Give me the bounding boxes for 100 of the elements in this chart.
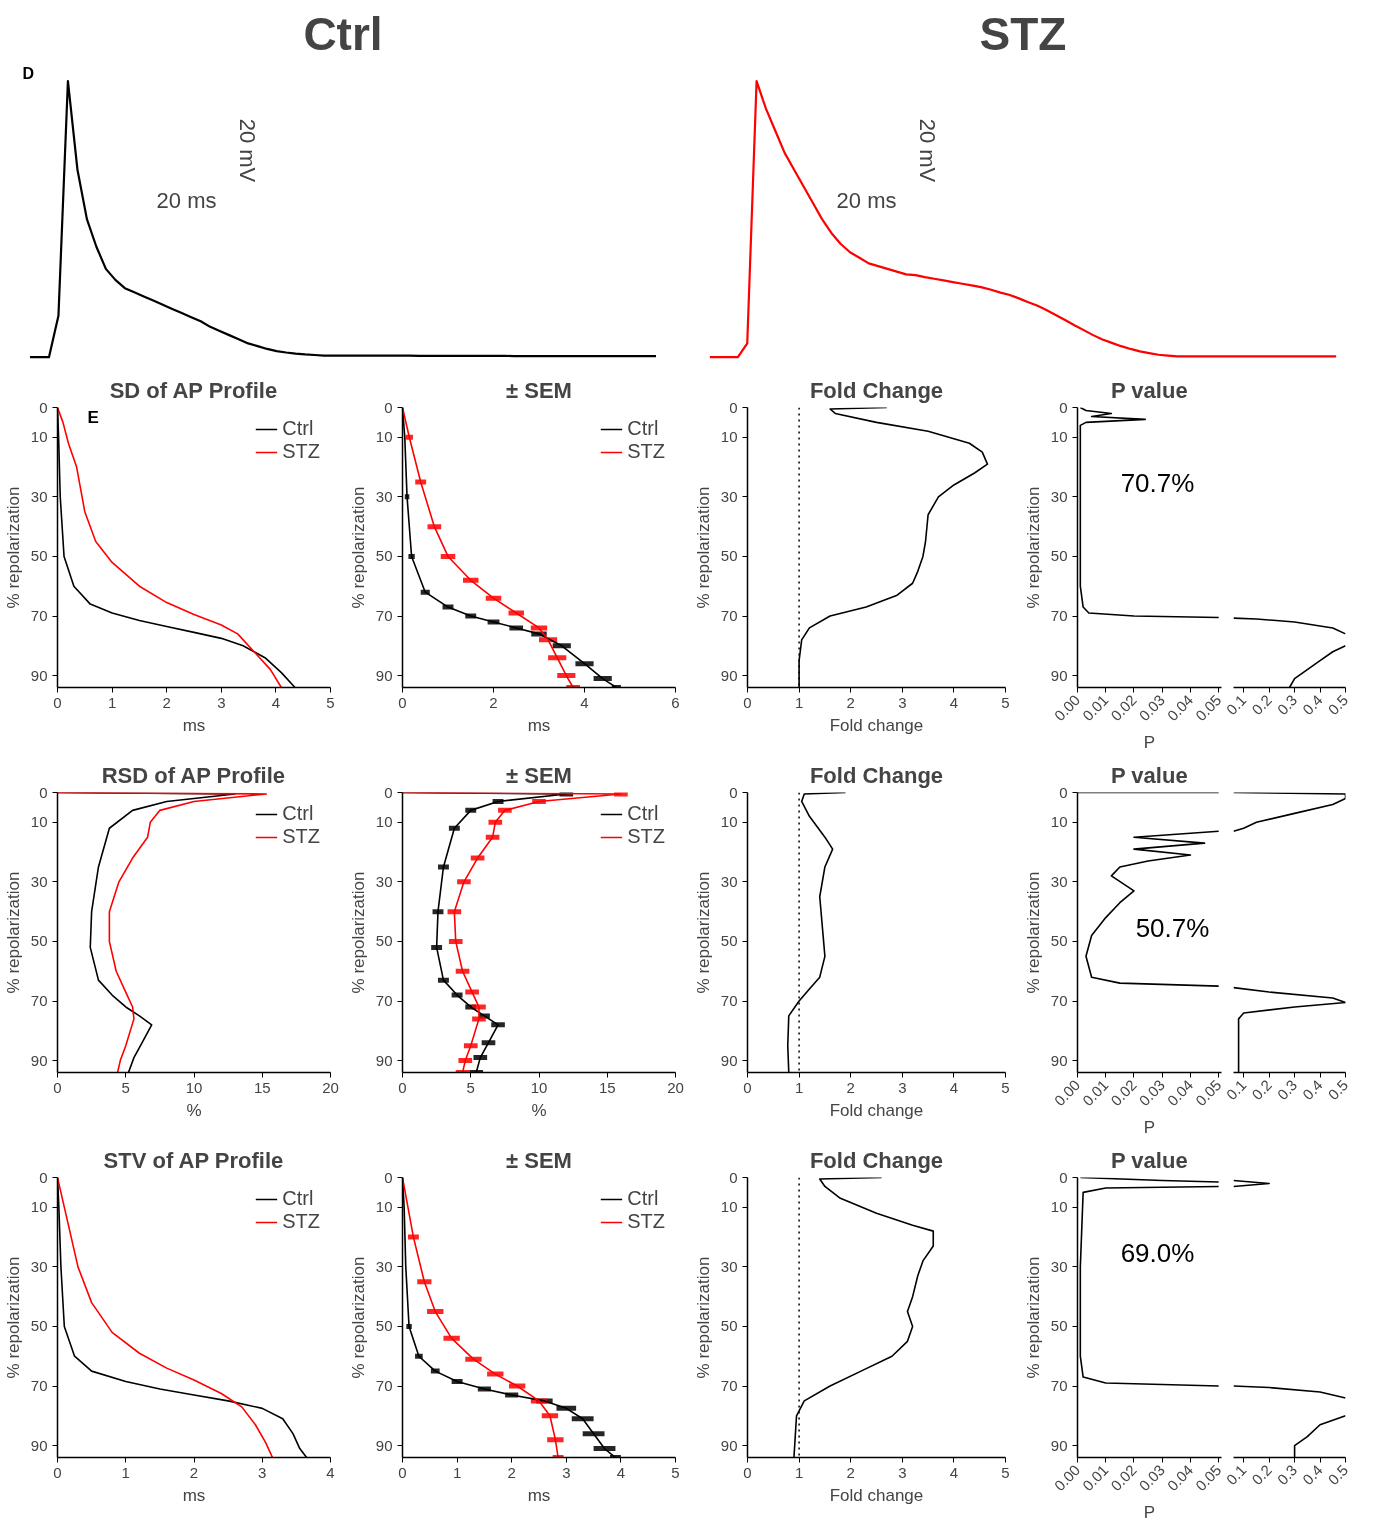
y-tick-label: 10 (1050, 428, 1068, 446)
legend-label: STZ (282, 825, 320, 848)
y-tick-label: 30 (720, 1257, 738, 1275)
y-tick-label: 90 (375, 1051, 393, 1069)
y-tick-label: 50 (720, 932, 738, 950)
x-tick-label: 1 (794, 693, 804, 711)
legend-label: Ctrl (627, 417, 659, 440)
y-tick-label: 70 (30, 607, 48, 625)
y-tick-label: 70 (30, 1377, 48, 1395)
y-tick-label: 70 (720, 992, 738, 1010)
x-tick-label: 3 (898, 693, 907, 711)
y-axis-title: % repolarization (348, 871, 368, 994)
y-tick-label: 90 (30, 1051, 48, 1069)
x-tick-label: 5 (1001, 1463, 1010, 1481)
x-tick-label: 0 (743, 693, 752, 711)
x-tick-label: 10 (530, 1078, 548, 1096)
annotation: 20 mV (914, 118, 940, 183)
x-tick-label: 2 (489, 693, 498, 711)
x-tick-label: 2 (846, 1463, 855, 1481)
x-tick-label: 0.1 (1222, 1461, 1250, 1489)
y-tick-label: 50 (30, 1317, 48, 1335)
x-axis-title: ms (182, 1485, 206, 1505)
y-tick-label: 10 (1050, 813, 1068, 831)
x-tick-label: 4 (949, 1078, 959, 1096)
x-axis-title: P (1143, 1118, 1156, 1138)
y-tick-label: 10 (30, 1198, 48, 1216)
annotation: 69.0% (1120, 1237, 1195, 1268)
x-tick-label: 0.1 (1222, 691, 1250, 719)
x-tick-label: 0 (53, 1463, 62, 1481)
annotation: 20 ms (836, 187, 897, 213)
y-axis-title: % repolarization (348, 486, 368, 609)
y-tick-label: 30 (30, 872, 48, 890)
x-tick-label: 0.5 (1324, 691, 1352, 719)
y-tick-label: 90 (720, 1051, 738, 1069)
legend-label: Ctrl (627, 802, 659, 825)
x-axis-title: Fold change (829, 1100, 924, 1120)
x-axis-title: Fold change (829, 715, 924, 735)
x-tick-label: 0.3 (1273, 691, 1301, 719)
y-tick-label: 0 (729, 398, 738, 416)
chart-title: Ctrl (303, 7, 383, 60)
x-tick-label: 0.3 (1273, 1076, 1301, 1104)
chart-title: STZ (979, 7, 1067, 60)
y-tick-label: 30 (375, 487, 393, 505)
chart-title: SD of AP Profile (109, 377, 278, 403)
y-tick-label: 50 (375, 1317, 393, 1335)
y-tick-label: 0 (384, 783, 393, 801)
y-axis-title: % repolarization (348, 1256, 368, 1379)
x-tick-label: 3 (898, 1078, 907, 1096)
x-axis-title: ms (182, 715, 206, 735)
x-axis-title: ms (527, 715, 551, 735)
x-tick-label: 0.01 (1078, 1076, 1112, 1110)
y-tick-label: 90 (1050, 1436, 1068, 1454)
x-tick-label: 15 (253, 1078, 271, 1096)
x-tick-label: 2 (189, 1463, 199, 1481)
x-tick-label: 2 (507, 1463, 516, 1481)
y-tick-label: 10 (1050, 1198, 1068, 1216)
y-tick-label: 30 (1050, 1257, 1068, 1275)
y-tick-label: 90 (1050, 666, 1068, 684)
y-tick-label: 30 (375, 1257, 393, 1275)
legend-label: Ctrl (282, 802, 314, 825)
chart-title: P value (1110, 377, 1188, 403)
y-tick-label: 30 (1050, 872, 1068, 890)
legend-label: Ctrl (627, 1187, 659, 1210)
y-tick-label: 0 (384, 398, 393, 416)
y-axis-title: % repolarization (1023, 871, 1043, 994)
x-tick-label: 0.4 (1299, 691, 1326, 719)
chart-title: RSD of AP Profile (101, 762, 286, 788)
y-axis-title: % repolarization (693, 486, 713, 609)
y-axis-title: % repolarization (1023, 1256, 1043, 1379)
y-tick-label: 10 (375, 813, 393, 831)
y-tick-label: 90 (375, 666, 393, 684)
y-tick-label: 0 (729, 783, 738, 801)
legend-label: STZ (627, 1210, 665, 1233)
y-tick-label: 10 (720, 813, 738, 831)
x-tick-label: 3 (562, 1463, 571, 1481)
x-tick-label: 0 (398, 693, 407, 711)
legend-label: STZ (282, 1210, 320, 1233)
x-axis-title: Fold change (829, 1485, 924, 1505)
annotation: 50.7% (1135, 912, 1210, 943)
y-tick-label: 90 (375, 1436, 393, 1454)
legend-label: STZ (282, 440, 320, 463)
annotation: D (22, 64, 35, 82)
y-tick-label: 90 (30, 1436, 48, 1454)
y-tick-label: 70 (375, 1377, 393, 1395)
x-axis-title: P (1143, 1503, 1156, 1523)
x-tick-label: 2 (162, 693, 171, 711)
x-tick-label: 0.2 (1248, 1461, 1275, 1489)
y-tick-label: 50 (375, 932, 393, 950)
chart-title: ± SEM (506, 762, 572, 788)
x-tick-label: 4 (326, 1463, 335, 1481)
chart-title: P value (1110, 1147, 1188, 1173)
x-tick-label: 0 (53, 1078, 62, 1096)
y-tick-label: 0 (384, 1168, 393, 1186)
y-tick-label: 10 (720, 428, 738, 446)
x-tick-label: 4 (949, 693, 959, 711)
x-tick-label: 1 (452, 1463, 462, 1481)
x-tick-label: 0.1 (1222, 1076, 1250, 1104)
x-tick-label: 5 (671, 1463, 680, 1481)
x-tick-label: 0 (398, 1078, 407, 1096)
x-tick-label: 3 (217, 693, 226, 711)
